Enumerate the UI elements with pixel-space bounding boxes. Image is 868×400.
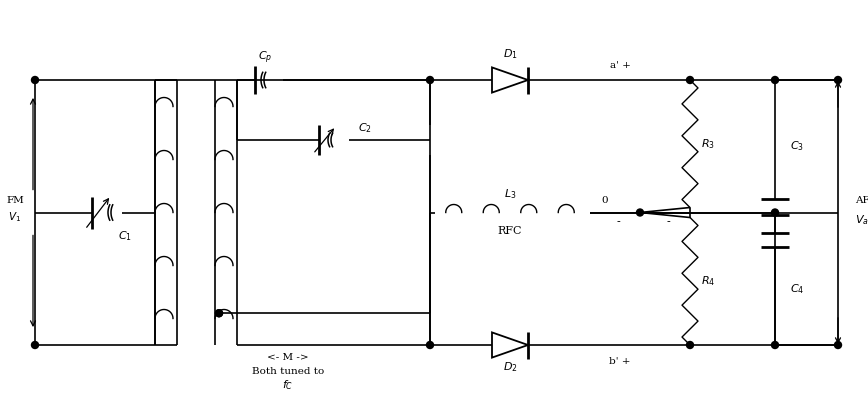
Text: $D_1$: $D_1$ [503, 47, 517, 61]
Circle shape [31, 342, 38, 348]
Text: $f_C$: $f_C$ [282, 378, 293, 392]
Circle shape [772, 209, 779, 216]
Text: -: - [616, 218, 620, 228]
Text: $C_2$: $C_2$ [358, 121, 372, 135]
Circle shape [687, 342, 694, 348]
Circle shape [426, 342, 433, 348]
Text: -: - [666, 218, 670, 228]
Text: FM: FM [6, 196, 24, 205]
Text: $C_1$: $C_1$ [118, 230, 132, 243]
Circle shape [834, 342, 841, 348]
Circle shape [215, 310, 222, 317]
Text: $C_4$: $C_4$ [790, 282, 804, 296]
Circle shape [426, 76, 433, 84]
Text: $L_3$: $L_3$ [503, 188, 516, 202]
Text: $C_3$: $C_3$ [790, 139, 804, 153]
Text: $R_4$: $R_4$ [700, 274, 715, 288]
Circle shape [31, 76, 38, 84]
Text: a' +: a' + [609, 62, 630, 70]
Circle shape [636, 209, 643, 216]
Text: AF Output voltage: AF Output voltage [855, 196, 868, 205]
Text: b' +: b' + [609, 356, 631, 366]
Text: 0: 0 [602, 196, 608, 205]
Text: <- M ->: <- M -> [267, 352, 309, 362]
Text: $R_3$: $R_3$ [701, 137, 715, 151]
Text: $V_{a'b'}$: $V_{a'b'}$ [855, 214, 868, 227]
Text: $D_2$: $D_2$ [503, 360, 517, 374]
Text: $V_1$: $V_1$ [9, 210, 22, 224]
Circle shape [772, 76, 779, 84]
Circle shape [772, 342, 779, 348]
Text: Both tuned to: Both tuned to [252, 366, 324, 376]
Text: RFC: RFC [497, 226, 523, 236]
Text: $C_p$: $C_p$ [258, 50, 273, 66]
Circle shape [834, 76, 841, 84]
Circle shape [215, 310, 222, 317]
Circle shape [687, 76, 694, 84]
